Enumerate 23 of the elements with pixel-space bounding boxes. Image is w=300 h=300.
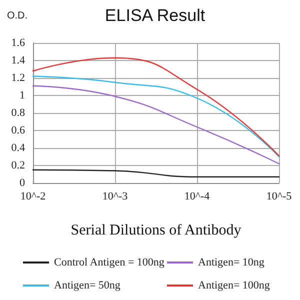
legend-label: Control Antigen = 100ng [54, 256, 165, 268]
y-tick-label: 0.8 [11, 107, 26, 119]
x-tick-label: 10^-5 [266, 190, 292, 202]
line-series [32, 85, 280, 164]
x-tick-label: 10^-2 [20, 190, 46, 202]
legend-label: Antigen= 100ng [198, 280, 270, 292]
y-tick-label: 0.6 [11, 124, 26, 136]
legend-label: Antigen= 10ng [198, 256, 265, 268]
y-tick-label: 1.6 [11, 37, 26, 49]
line-series [32, 76, 280, 158]
y-axis-title: O.D. [7, 10, 28, 22]
x-tick-label: 10^-3 [102, 190, 128, 202]
y-tick-label: 1.4 [11, 54, 26, 66]
x-tick-label: 10^-4 [184, 190, 210, 202]
line-series [32, 57, 280, 156]
y-tick-label: 0.4 [11, 142, 26, 154]
y-tick-label: 0.2 [11, 160, 25, 172]
chart-title: ELISA Result [104, 6, 206, 25]
y-tick-label: 0 [20, 177, 26, 189]
x-axis-title: Serial Dilutions of Antibody [70, 222, 242, 238]
y-tick-label: 1 [20, 90, 25, 102]
y-tick-label: 1.2 [11, 72, 25, 84]
legend-label: Antigen= 50ng [54, 280, 121, 292]
